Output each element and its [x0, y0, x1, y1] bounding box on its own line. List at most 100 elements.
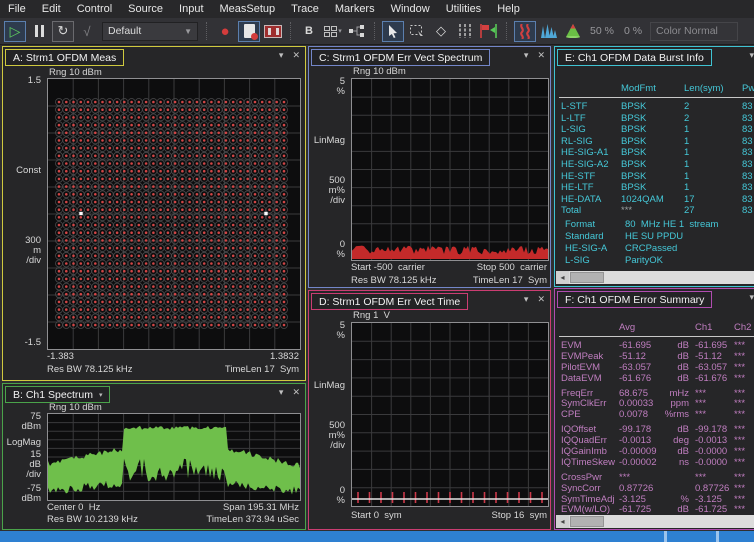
range-label: Rng 10 dBm [49, 67, 102, 78]
menu-input[interactable]: Input [171, 3, 211, 15]
menu-window[interactable]: Window [383, 3, 438, 15]
restart-button[interactable]: ↻ [52, 21, 74, 42]
window-e-title: E: Ch1 OFDM Data Burst Info [565, 52, 704, 64]
burst-table-header: ModFmt Len(sym)Pw [561, 83, 754, 95]
burst-table-body: L-STFBPSK283L-LTFBPSK283L-SIGBPSK183RL-S… [561, 101, 754, 217]
spectrogram-trace-button[interactable] [514, 21, 536, 42]
pause-icon [35, 25, 44, 37]
res-bw-label: Res BW 78.125 kHz [351, 275, 437, 286]
spectrum-trace-button[interactable] [538, 21, 560, 42]
constellation-plot [47, 78, 301, 350]
marker-diamond-button[interactable]: ◇ [430, 21, 452, 42]
status-divider [664, 531, 667, 542]
window-f-tab[interactable]: F: Ch1 OFDM Error Summary [557, 291, 712, 308]
color-mode-value: Color Normal [656, 25, 718, 37]
window-c-tab[interactable]: C: Strm1 OFDM Err Vect Spectrum [311, 49, 490, 66]
y-axis-bottom-unit: % [309, 495, 345, 506]
span-label: Span 195.31 MHz [223, 502, 299, 513]
play-icon: ▷ [10, 24, 21, 38]
center-freq-label: Center 0 Hz [47, 502, 100, 513]
trace-format-label: LinMag [309, 380, 345, 391]
close-icon[interactable]: ✕ [537, 50, 545, 61]
cone-trace-button[interactable] [562, 21, 584, 42]
select-tool-button[interactable] [382, 21, 404, 42]
window-menu-icon[interactable]: ▾ [524, 294, 529, 305]
window-b-tab[interactable]: B: Ch1 Spectrum ▾ [5, 386, 110, 403]
measurement-nodes-button[interactable] [346, 21, 368, 42]
window-d-tab[interactable]: D: Strm1 OFDM Err Vect Time [311, 293, 468, 310]
marker-flag-button[interactable] [478, 21, 500, 42]
err-vect-time-plot [351, 322, 549, 507]
trace-offset-level[interactable]: 0 % [624, 25, 642, 37]
y-axis-top-label: 1.5 [3, 75, 41, 86]
preset-select[interactable]: Default ▼ [102, 22, 198, 41]
menu-edit[interactable]: Edit [34, 3, 69, 15]
band-power-button[interactable] [454, 21, 476, 42]
window-layout-button[interactable]: ▾ [322, 21, 344, 42]
bold-icon: B [305, 25, 313, 37]
trace-zoom-level[interactable]: 50 % [590, 25, 614, 37]
wavy-lines-icon [518, 24, 532, 39]
summary-table-body: EVM-61.695dB-61.695***EVMPeak-51.12dB-51… [561, 341, 754, 520]
y-axis-top-unit: % [309, 86, 345, 97]
pause-button[interactable] [28, 21, 50, 42]
trace-format-label: LinMag [309, 135, 345, 146]
menu-control[interactable]: Control [69, 3, 120, 15]
window-menu-icon[interactable]: ▾ [749, 50, 754, 61]
window-menu-icon[interactable]: ▾ [279, 50, 284, 61]
burst-info-row: StandardHE SU PPDU [565, 231, 754, 243]
cursor-arrow-icon [388, 25, 399, 38]
flag-icon [480, 24, 498, 38]
window-a-title: A: Strm1 OFDM Meas [13, 52, 116, 64]
color-mode-select[interactable]: Color Normal [650, 22, 738, 41]
recording-playback-button[interactable] [238, 21, 260, 42]
record-button[interactable]: ● [214, 21, 236, 42]
window-e-tab[interactable]: E: Ch1 OFDM Data Burst Info [557, 49, 712, 66]
window-menu-icon[interactable]: ▾ [279, 387, 284, 398]
window-menu-icon[interactable]: ▾ [524, 50, 529, 61]
menu-utilities[interactable]: Utilities [438, 3, 489, 15]
summary-table-row: SyncCorr0.877260.87726*** [561, 484, 754, 495]
menu-source[interactable]: Source [120, 3, 171, 15]
toolbar-separator [290, 22, 292, 40]
x-start-label: Start -500 carrier [351, 262, 425, 273]
film-icon [264, 25, 282, 38]
toolbar: ▷ ↻ √ Default ▼ ● B ▾ [0, 18, 754, 45]
window-menu-icon[interactable]: ▾ [749, 292, 754, 303]
summary-table-row: SymClkErr0.00033ppm****** [561, 399, 754, 410]
blue-spikes-icon [541, 24, 558, 38]
scrollbar-thumb[interactable] [570, 516, 604, 527]
menu-meassetup[interactable]: MeasSetup [212, 3, 284, 15]
x-stop-label: Stop 500 carrier [477, 262, 547, 273]
scroll-left-icon[interactable]: ◂ [556, 271, 569, 284]
restart-icon: ↻ [58, 23, 69, 39]
trace-format-label: Const [3, 165, 41, 176]
horizontal-scrollbar[interactable]: ◂ [556, 515, 754, 528]
scroll-left-icon[interactable]: ◂ [556, 515, 569, 528]
zoom-select-button[interactable] [406, 21, 428, 42]
scrollbar-thumb[interactable] [570, 272, 604, 283]
chevron-down-icon[interactable]: ▾ [99, 391, 103, 399]
recording-button[interactable] [262, 21, 284, 42]
window-f-title: F: Ch1 OFDM Error Summary [565, 294, 704, 306]
menu-markers[interactable]: Markers [327, 3, 383, 15]
math-button[interactable]: √ [76, 21, 98, 42]
window-error-summary: F: Ch1 OFDM Error Summary ▾ Avg Ch1 Ch2 … [554, 288, 754, 530]
time-len-label: TimeLen 373.94 uSec [206, 514, 299, 525]
bold-annotation-button[interactable]: B [298, 21, 320, 42]
menu-help[interactable]: Help [489, 3, 528, 15]
menu-trace[interactable]: Trace [283, 3, 327, 15]
x-min-label: -1.383 [47, 351, 74, 362]
menu-file[interactable]: File [0, 3, 34, 15]
close-icon[interactable]: ✕ [292, 387, 300, 398]
window-spectrum: B: Ch1 Spectrum ▾ ▾✕ Rng 10 dBm 75 dBm L… [2, 383, 306, 530]
run-button[interactable]: ▷ [4, 21, 26, 42]
window-a-tab[interactable]: A: Strm1 OFDM Meas [5, 49, 124, 66]
close-icon[interactable]: ✕ [292, 50, 300, 61]
close-icon[interactable]: ✕ [537, 294, 545, 305]
toolbar-separator [506, 22, 508, 40]
y-axis-top-unit: dBm [3, 421, 41, 432]
x-stop-label: Stop 16 sym [492, 510, 547, 521]
summary-table-row: CPE0.0078%rms****** [561, 410, 754, 421]
horizontal-scrollbar[interactable]: ◂ [556, 271, 754, 284]
